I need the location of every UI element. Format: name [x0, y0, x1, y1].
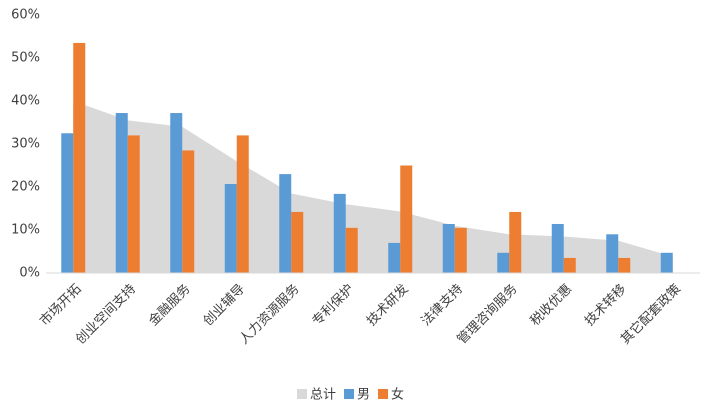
bar: [400, 165, 413, 273]
bar: [333, 193, 346, 273]
bar: [388, 242, 401, 273]
bar: [345, 227, 358, 273]
bar: [182, 150, 195, 273]
y-tick-label: 50%: [11, 51, 40, 66]
x-tick-label: 市场开拓: [36, 281, 84, 329]
y-tick-label: 30%: [11, 137, 40, 152]
bar: [497, 252, 510, 273]
bar: [115, 113, 128, 273]
x-tick-label: 金融服务: [145, 281, 193, 329]
x-tick-label: 专利保护: [310, 282, 357, 329]
y-tick-label: 0%: [19, 266, 40, 281]
bar: [236, 135, 249, 273]
y-tick-label: 40%: [11, 94, 40, 109]
x-tick-label: 法律支持: [419, 282, 466, 329]
bar: [606, 234, 619, 273]
legend-swatch: [378, 389, 389, 399]
x-tick-label: 技术研发: [363, 281, 411, 329]
bar: [551, 223, 564, 273]
legend-label: 总计: [310, 388, 336, 403]
bar: [170, 113, 183, 273]
legend-swatch: [344, 389, 355, 399]
bar: [454, 227, 467, 273]
x-tick-label: 技术转移: [582, 282, 629, 329]
bar: [660, 252, 673, 273]
bar: [618, 257, 631, 273]
x-tick-label: 创业辅导: [201, 282, 248, 329]
y-tick-label: 60%: [11, 8, 40, 23]
bar: [563, 257, 576, 273]
bar: [127, 135, 140, 273]
legend-swatch: [297, 389, 307, 399]
legend-label: 女: [391, 387, 404, 403]
legend-label: 男: [357, 388, 370, 403]
bar: [509, 211, 522, 273]
bar: [73, 42, 86, 274]
bar: [61, 133, 74, 273]
area: [73, 101, 673, 273]
bar: [291, 211, 304, 273]
x-tick-label: 税收优惠: [528, 282, 575, 329]
bar: [279, 174, 292, 273]
y-tick-label: 20%: [11, 180, 40, 195]
bar: [224, 183, 237, 273]
y-tick-label: 10%: [11, 223, 40, 238]
bar: [442, 223, 455, 273]
legend: 总计 男 女: [297, 387, 404, 403]
